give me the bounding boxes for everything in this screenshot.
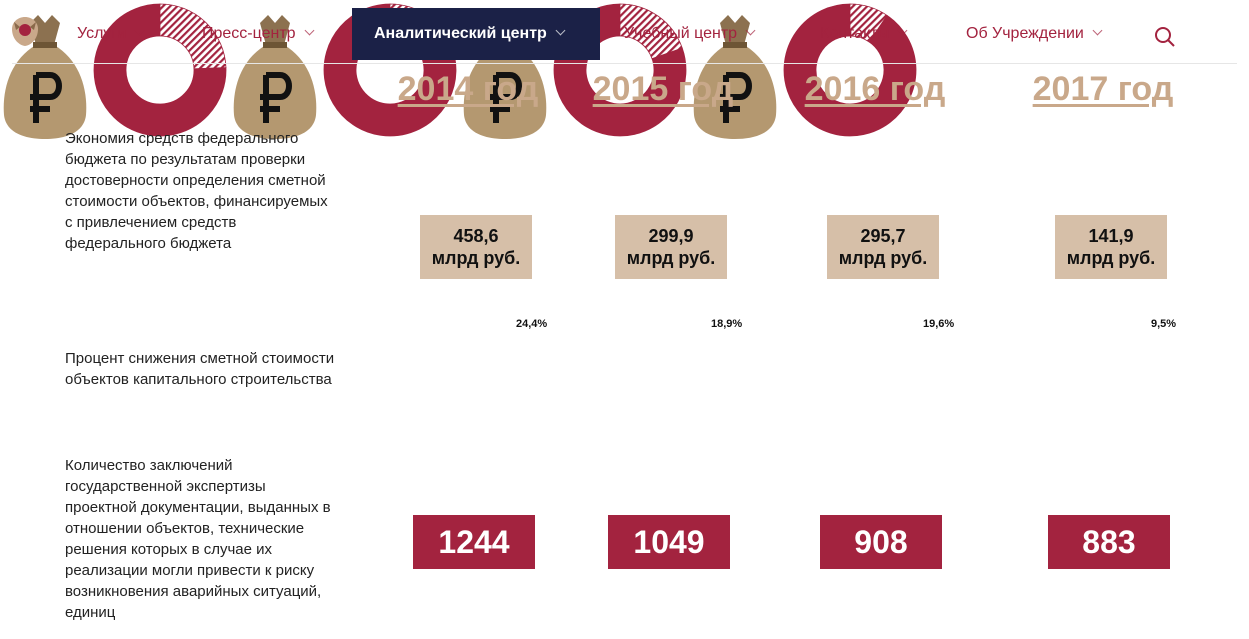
- ruble-sign: [260, 72, 292, 123]
- savings-unit: млрд руб.: [431, 248, 521, 268]
- count-box: 883: [1048, 515, 1170, 569]
- bag-body: [233, 45, 317, 139]
- year-title: 2014 год: [397, 70, 539, 108]
- year-title: 2016 год: [804, 70, 946, 108]
- savings-unit: млрд руб.: [838, 248, 928, 268]
- bag-body: [3, 45, 87, 139]
- nav-item[interactable]: Об Учреждении: [944, 8, 1134, 60]
- count-box: 1244: [413, 515, 535, 569]
- savings-unit: млрд руб.: [626, 248, 716, 268]
- percent-label: 18,9%: [711, 318, 743, 330]
- logo[interactable]: [8, 14, 42, 48]
- row-label: Количество заключений государственной эк…: [65, 457, 331, 621]
- row-label: Процент снижения сметной стоимости объек…: [65, 350, 335, 388]
- savings-tag: 295,7 млрд руб.: [827, 215, 939, 279]
- savings-value: 141,9: [1088, 226, 1134, 246]
- year-title: 2015 год: [592, 70, 734, 108]
- search-icon[interactable]: [1152, 24, 1178, 50]
- bag-neck: [30, 15, 60, 45]
- year-title: 2017 год: [1032, 70, 1174, 108]
- savings-value: 295,7: [860, 226, 906, 246]
- nav-item[interactable]: Услуги: [55, 8, 180, 60]
- nav-item[interactable]: Контакты: [798, 8, 928, 60]
- row-label: Экономия средств федерального бюджета по…: [65, 130, 328, 252]
- bag-tie: [33, 42, 57, 48]
- money-bag: [3, 15, 87, 139]
- savings-tag: 141,9 млрд руб.: [1055, 215, 1167, 279]
- percent-label: 19,6%: [923, 318, 955, 330]
- ruble-sign: [720, 72, 752, 123]
- nav-item[interactable]: Учебный центр: [602, 8, 778, 60]
- savings-value: 299,9: [648, 226, 694, 246]
- count-box: 1049: [608, 515, 730, 569]
- percent-label: 24,4%: [516, 318, 548, 330]
- nav-item[interactable]: Аналитический центр: [352, 8, 600, 60]
- ruble-sign: [490, 72, 522, 123]
- ruble-sign: [30, 72, 62, 123]
- nav-divider: [12, 63, 1237, 64]
- savings-value: 458,6: [453, 226, 499, 246]
- savings-tag: 458,6 млрд руб.: [420, 215, 532, 279]
- bag-body: [693, 45, 777, 139]
- savings-unit: млрд руб.: [1066, 248, 1156, 268]
- percent-label: 9,5%: [1151, 318, 1177, 330]
- nav-item[interactable]: Пресс-центр: [180, 8, 340, 60]
- bag-body: [463, 45, 547, 139]
- count-box: 908: [820, 515, 942, 569]
- savings-tag: 299,9 млрд руб.: [615, 215, 727, 279]
